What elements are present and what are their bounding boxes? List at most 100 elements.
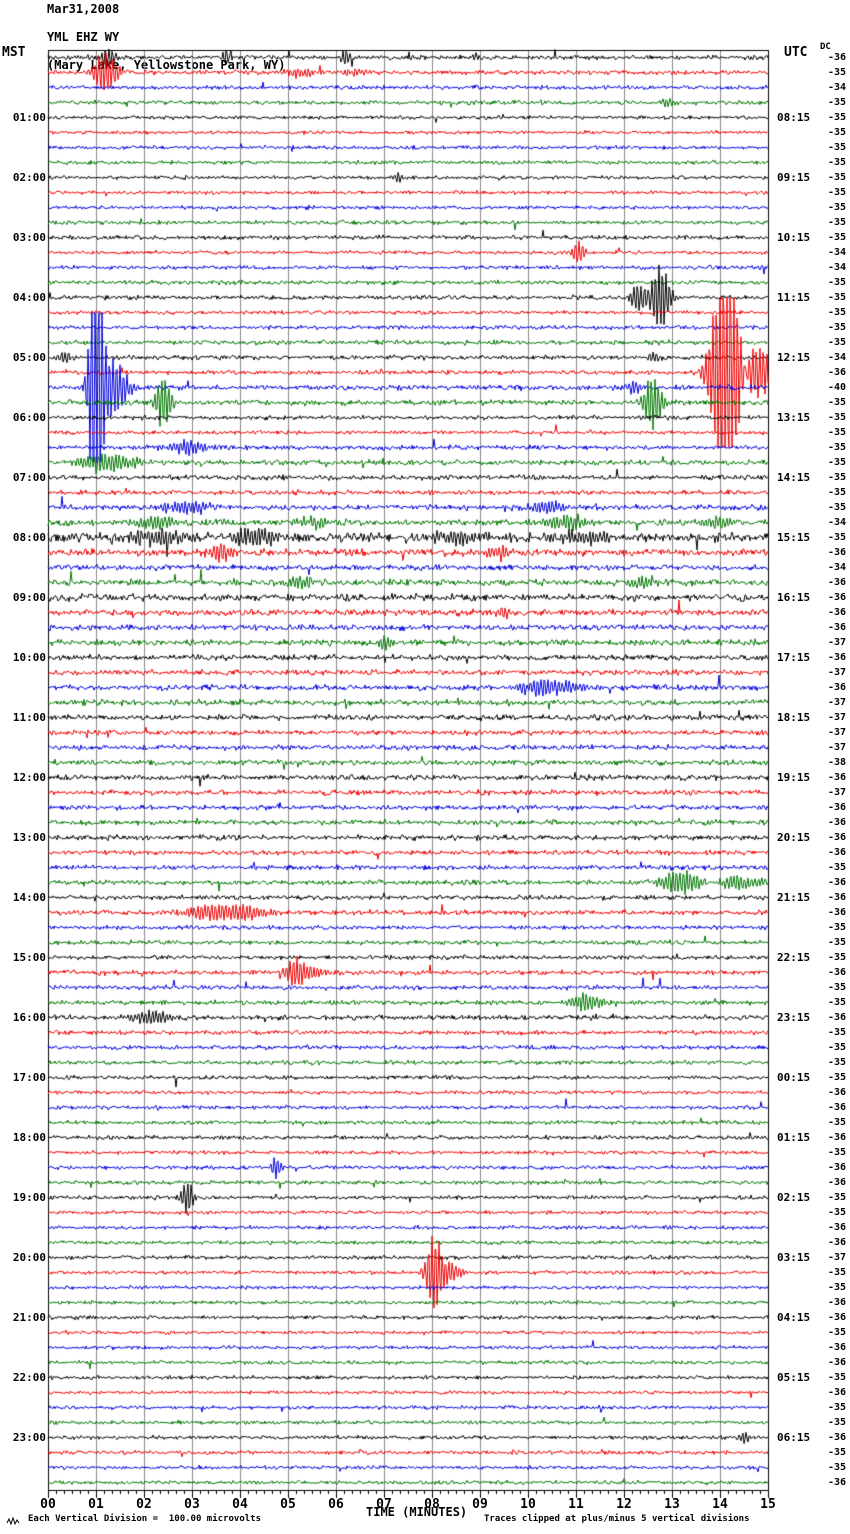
dc-value: -37 <box>827 711 846 723</box>
dc-value: -36 <box>827 1011 846 1023</box>
dc-value: -36 <box>827 1101 846 1113</box>
dc-value: -36 <box>827 1386 846 1398</box>
dc-value: -35 <box>827 336 846 348</box>
dc-value: -35 <box>827 921 846 933</box>
x-tick-label: 01 <box>88 1497 104 1512</box>
dc-value: -36 <box>827 876 846 888</box>
mst-label: 01:00 <box>12 110 46 124</box>
dc-value: -34 <box>827 261 846 273</box>
dc-value: -35 <box>827 861 846 873</box>
dc-value: -36 <box>827 1221 846 1233</box>
dc-value: -34 <box>827 246 846 258</box>
mst-label: 05:00 <box>12 350 46 364</box>
utc-label: 16:15 <box>777 590 811 604</box>
x-tick-label: 10 <box>520 1497 536 1512</box>
x-tick-label: 08 <box>424 1497 440 1512</box>
vertical-scale-note: Each Vertical Division = 100.00 microvol… <box>28 1514 261 1524</box>
utc-label: 13:15 <box>777 410 811 424</box>
mst-label: 07:00 <box>12 470 46 484</box>
dc-value: -35 <box>827 486 846 498</box>
dc-value: -36 <box>827 546 846 558</box>
dc-value: -37 <box>827 696 846 708</box>
utc-label: 06:15 <box>777 1430 811 1444</box>
dc-value: -35 <box>827 1206 846 1218</box>
dc-value: -35 <box>827 456 846 468</box>
utc-label: 09:15 <box>777 170 811 184</box>
x-tick-label: 07 <box>376 1497 392 1512</box>
dc-value: -36 <box>827 771 846 783</box>
utc-label: 01:15 <box>777 1130 811 1144</box>
mst-label: 23:00 <box>12 1430 46 1444</box>
dc-value: -35 <box>827 1071 846 1083</box>
mst-label: 20:00 <box>12 1250 46 1264</box>
dc-value: -35 <box>827 1371 846 1383</box>
mst-label: 16:00 <box>12 1010 46 1024</box>
dc-value: -35 <box>827 396 846 408</box>
dc-value: -36 <box>827 831 846 843</box>
mst-label: 02:00 <box>12 170 46 184</box>
dc-value: -36 <box>827 621 846 633</box>
mst-label: 13:00 <box>12 830 46 844</box>
mst-label: 14:00 <box>12 890 46 904</box>
utc-label: 14:15 <box>777 470 811 484</box>
x-tick-label: 14 <box>712 1497 728 1512</box>
dc-value: -35 <box>827 531 846 543</box>
dc-value: -36 <box>827 1431 846 1443</box>
utc-label: 00:15 <box>777 1070 811 1084</box>
utc-label: 21:15 <box>777 890 811 904</box>
dc-value: -37 <box>827 636 846 648</box>
dc-value: -35 <box>827 1116 846 1128</box>
dc-value: -35 <box>827 1026 846 1038</box>
dc-value: -36 <box>827 891 846 903</box>
dc-value: -35 <box>827 201 846 213</box>
dc-value: -35 <box>827 216 846 228</box>
dc-value: -35 <box>827 1056 846 1068</box>
dc-value: -35 <box>827 936 846 948</box>
mst-label: 08:00 <box>12 530 46 544</box>
dc-value: -37 <box>827 1251 846 1263</box>
dc-value: -36 <box>827 51 846 63</box>
utc-label: 23:15 <box>777 1010 811 1024</box>
x-tick-label: 06 <box>328 1497 344 1512</box>
dc-value: -35 <box>827 1446 846 1458</box>
dc-value: -36 <box>827 846 846 858</box>
dc-value: -35 <box>827 1041 846 1053</box>
dc-value: -36 <box>827 801 846 813</box>
utc-label: 08:15 <box>777 110 811 124</box>
dc-value: -37 <box>827 741 846 753</box>
mst-label: 09:00 <box>12 590 46 604</box>
mst-label: 15:00 <box>12 950 46 964</box>
dc-value: -35 <box>827 996 846 1008</box>
dc-value: -35 <box>827 141 846 153</box>
x-tick-label: 11 <box>568 1497 584 1512</box>
x-tick-label: 15 <box>760 1497 776 1512</box>
x-tick-label: 05 <box>280 1497 296 1512</box>
x-tick-label: 03 <box>184 1497 200 1512</box>
dc-value: -35 <box>827 1281 846 1293</box>
dc-value: -36 <box>827 606 846 618</box>
x-tick-label: 13 <box>664 1497 680 1512</box>
mst-label: 04:00 <box>12 290 46 304</box>
dc-value: -36 <box>827 1176 846 1188</box>
dc-value: -35 <box>827 471 846 483</box>
dc-value: -40 <box>827 381 846 393</box>
dc-value: -35 <box>827 126 846 138</box>
dc-value: -37 <box>827 666 846 678</box>
seismic-squiggle-icon <box>6 1516 20 1526</box>
mst-label: 19:00 <box>12 1190 46 1204</box>
mst-label: 22:00 <box>12 1370 46 1384</box>
utc-label: 02:15 <box>777 1190 811 1204</box>
dc-value: -36 <box>827 681 846 693</box>
utc-label: 11:15 <box>777 290 811 304</box>
dc-value: -35 <box>827 1191 846 1203</box>
dc-value: -35 <box>827 501 846 513</box>
dc-value: -35 <box>827 171 846 183</box>
dc-value: -35 <box>827 321 846 333</box>
utc-label: 12:15 <box>777 350 811 364</box>
dc-value: -35 <box>827 411 846 423</box>
dc-value: -36 <box>827 1311 846 1323</box>
x-tick-label: 04 <box>232 1497 248 1512</box>
mst-label: 10:00 <box>12 650 46 664</box>
